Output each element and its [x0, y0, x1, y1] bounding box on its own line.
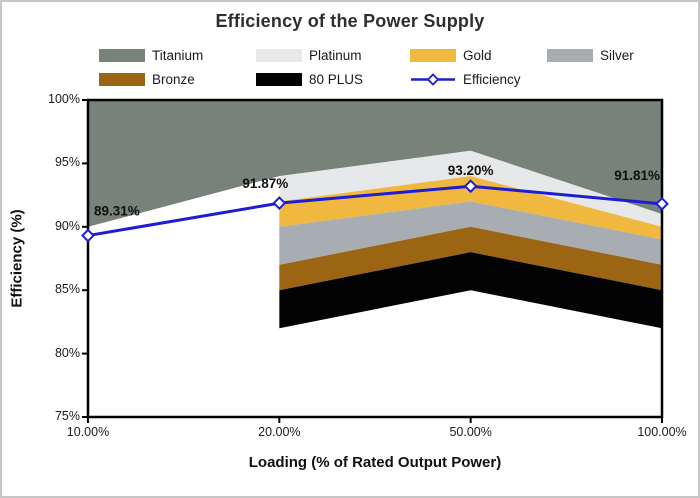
efficiency-data-label: 93.20%: [448, 163, 494, 178]
efficiency-point-marker: [81, 228, 95, 243]
efficiency-data-label: 89.31%: [94, 204, 140, 219]
silver-swatch: [547, 49, 593, 62]
legend-label: Gold: [463, 48, 492, 63]
x-tick-label: 10.00%: [66, 425, 110, 439]
band-platinum: [279, 150, 662, 227]
80plus-swatch: [256, 73, 302, 86]
efficiency-point-marker: [272, 196, 287, 211]
y-tick-label: 95%: [54, 155, 80, 170]
x-tick-label: 100.00%: [637, 425, 687, 439]
legend-label: Platinum: [309, 48, 362, 63]
legend-label: Efficiency: [463, 72, 521, 87]
platinum-swatch: [256, 49, 302, 62]
band-silver: [279, 201, 662, 265]
efficiency-line: [87, 184, 663, 238]
legend: Titanium Platinum Gold Silver Bronze 80 …: [99, 48, 667, 87]
legend-label: Silver: [600, 48, 634, 63]
band-bronze: [279, 226, 662, 291]
legend-item-gold: Gold: [410, 48, 547, 63]
band-80-plus: [279, 252, 662, 329]
legend-item-platinum: Platinum: [256, 48, 410, 63]
legend-item-bronze: Bronze: [99, 72, 256, 87]
bronze-swatch: [99, 73, 145, 86]
efficiency-data-label: 91.81%: [614, 168, 660, 183]
titanium-swatch: [99, 49, 145, 62]
y-tick-label: 80%: [54, 345, 80, 360]
efficiency-point-marker: [463, 179, 478, 194]
legend-item-80plus: 80 PLUS: [256, 72, 410, 87]
x-axis-title: Loading (% of Rated Output Power): [248, 454, 502, 471]
y-tick-label: 85%: [54, 282, 80, 297]
y-tick-label: 90%: [54, 218, 80, 233]
efficiency-point-marker: [655, 196, 669, 211]
x-tick-label: 50.00%: [449, 425, 492, 439]
band-titanium: [88, 100, 662, 227]
efficiency-line-marker-icon: [410, 73, 456, 86]
gold-swatch: [410, 49, 456, 62]
efficiency-data-label: 91.87%: [242, 176, 288, 191]
legend-item-silver: Silver: [547, 48, 667, 63]
plot-border: [86, 98, 664, 419]
x-tick-label: 20.00%: [258, 425, 301, 439]
legend-label: Titanium: [152, 48, 204, 63]
chart-title: Efficiency of the Power Supply: [215, 11, 485, 31]
legend-item-efficiency: Efficiency: [410, 72, 547, 87]
y-tick-label: 75%: [54, 409, 80, 423]
y-tick-label: 100%: [48, 92, 80, 106]
legend-label: 80 PLUS: [309, 72, 364, 87]
legend-label: Bronze: [152, 72, 195, 87]
legend-item-titanium: Titanium: [99, 48, 256, 63]
band-gold: [279, 176, 662, 240]
